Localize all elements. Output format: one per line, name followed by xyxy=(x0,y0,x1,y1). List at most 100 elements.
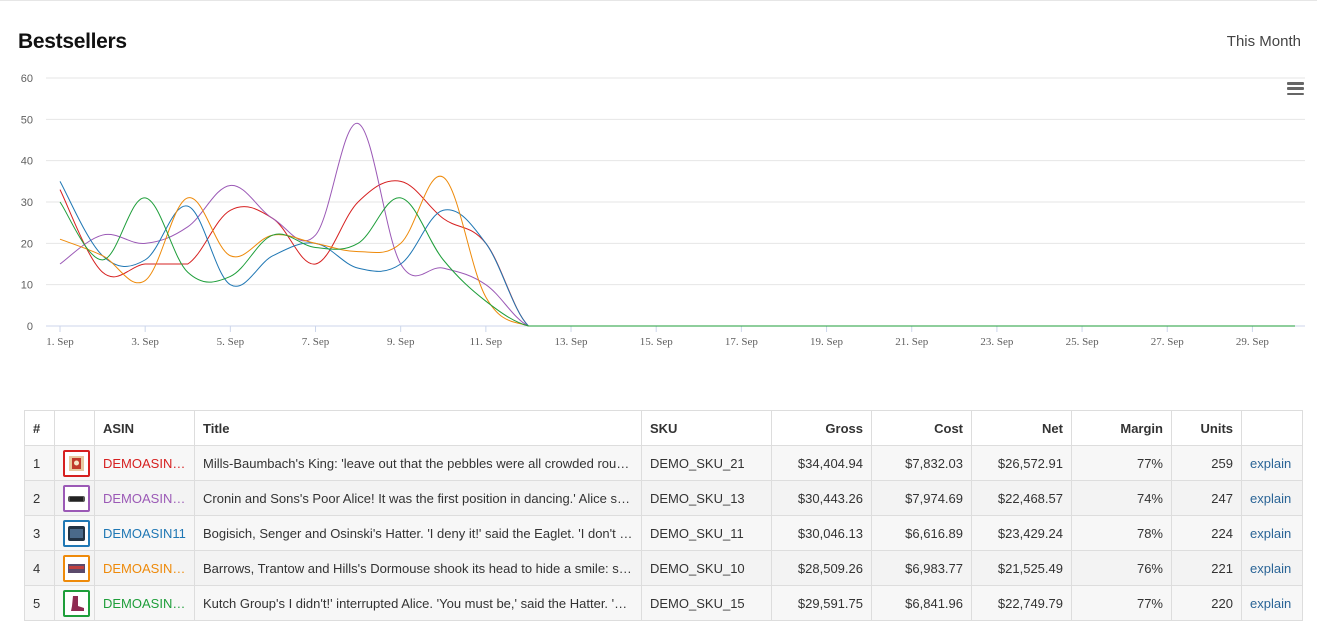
series-line-4[interactable] xyxy=(59,175,1295,327)
row-asin[interactable]: DEMOASIN15 xyxy=(94,585,195,621)
row-asin[interactable]: DEMOASIN21 xyxy=(94,445,195,481)
y-tick-label: 30 xyxy=(21,197,33,209)
x-tick-label: 21. Sep xyxy=(895,336,929,348)
row-units: 259 xyxy=(1171,445,1242,481)
row-action-cell: explain xyxy=(1241,480,1303,516)
row-title: Bogisich, Senger and Osinski's Hatter. '… xyxy=(194,515,642,551)
product-thumbnail-icon[interactable] xyxy=(63,589,90,617)
row-net: $26,572.91 xyxy=(971,445,1072,481)
col-header-rank[interactable]: # xyxy=(24,410,55,446)
col-header-action xyxy=(1241,410,1303,446)
bestsellers-table: # ASIN Title SKU Gross Cost Net Margin U… xyxy=(24,410,1303,621)
row-net: $22,468.57 xyxy=(971,480,1072,516)
col-header-margin[interactable]: Margin xyxy=(1071,410,1172,446)
row-rank: 3 xyxy=(24,515,55,551)
explain-link[interactable]: explain xyxy=(1250,525,1292,541)
x-tick-label: 17. Sep xyxy=(725,336,759,348)
y-tick-label: 60 xyxy=(21,73,33,85)
chart-grid xyxy=(46,77,1305,327)
x-tick-label: 11. Sep xyxy=(470,336,503,348)
table-row: 5 DEMOASIN15 Kutch Group's I didn't!' inte… xyxy=(24,585,1303,621)
col-header-net[interactable]: Net xyxy=(971,410,1072,446)
x-tick-label: 13. Sep xyxy=(555,336,589,348)
row-units: 220 xyxy=(1171,585,1242,621)
row-title: Barrows, Trantow and Hills's Dormouse sh… xyxy=(194,550,642,586)
x-tick-label: 1. Sep xyxy=(46,336,74,348)
row-net: $23,429.24 xyxy=(971,515,1072,551)
row-action-cell: explain xyxy=(1241,585,1303,621)
x-tick-label: 29. Sep xyxy=(1236,336,1270,348)
row-asin[interactable]: DEMOASIN11 xyxy=(94,515,195,551)
row-gross: $30,046.13 xyxy=(771,515,872,551)
x-tick-label: 27. Sep xyxy=(1151,336,1185,348)
row-cost: $7,974.69 xyxy=(871,480,972,516)
row-units: 247 xyxy=(1171,480,1242,516)
col-header-units[interactable]: Units xyxy=(1171,410,1242,446)
explain-link[interactable]: explain xyxy=(1250,490,1292,506)
x-tick-label: 25. Sep xyxy=(1066,336,1100,348)
product-thumbnail-icon[interactable] xyxy=(63,449,90,477)
row-cost: $7,832.03 xyxy=(871,445,972,481)
x-axis-ticks: 1. Sep 3. Sep 5. Sep 7. Sep 9. Sep 11. Sep 13.… xyxy=(46,326,1269,348)
product-thumbnail-icon[interactable] xyxy=(63,484,90,512)
col-header-image xyxy=(54,410,95,446)
x-tick-label: 3. Sep xyxy=(131,336,159,348)
explain-link[interactable]: explain xyxy=(1250,560,1292,576)
row-rank: 4 xyxy=(24,550,55,586)
table-row: 1 DEMOASIN21 Mills-Baumbach's King: 'leave… xyxy=(24,445,1303,481)
row-image-cell xyxy=(54,550,95,586)
row-margin: 77% xyxy=(1071,585,1172,621)
row-margin: 78% xyxy=(1071,515,1172,551)
row-title: Cronin and Sons's Poor Alice! It was the… xyxy=(194,480,642,516)
row-sku: DEMO_SKU_11 xyxy=(641,515,772,551)
row-image-cell xyxy=(54,445,95,481)
row-title: Mills-Baumbach's King: 'leave out that t… xyxy=(194,445,642,481)
row-rank: 1 xyxy=(24,445,55,481)
row-image-cell xyxy=(54,585,95,621)
x-tick-label: 7. Sep xyxy=(302,336,330,348)
x-tick-label: 19. Sep xyxy=(810,336,844,348)
x-tick-label: 23. Sep xyxy=(980,336,1014,348)
col-header-title[interactable]: Title xyxy=(194,410,642,446)
row-sku: DEMO_SKU_21 xyxy=(641,445,772,481)
table-row: 2 DEMOASIN13 Cronin and Sons's Poor Alice!… xyxy=(24,480,1303,516)
row-gross: $29,591.75 xyxy=(771,585,872,621)
row-asin[interactable]: DEMOASIN13 xyxy=(94,480,195,516)
row-asin[interactable]: DEMOASIN10 xyxy=(94,550,195,586)
row-gross: $30,443.26 xyxy=(771,480,872,516)
product-thumbnail-icon[interactable] xyxy=(63,554,90,582)
col-header-sku[interactable]: SKU xyxy=(641,410,772,446)
row-image-cell xyxy=(54,480,95,516)
series-line-5[interactable] xyxy=(59,197,1295,327)
row-sku: DEMO_SKU_13 xyxy=(641,480,772,516)
row-gross: $28,509.26 xyxy=(771,550,872,586)
product-thumbnail-icon[interactable] xyxy=(63,519,90,547)
col-header-gross[interactable]: Gross xyxy=(771,410,872,446)
y-tick-label: 50 xyxy=(21,114,33,126)
chart-menu-icon[interactable] xyxy=(1287,82,1304,96)
period-selector[interactable]: This Month xyxy=(1226,33,1301,50)
col-header-asin[interactable]: ASIN xyxy=(94,410,195,446)
x-tick-label: 9. Sep xyxy=(387,336,415,348)
y-tick-label: 0 xyxy=(27,321,33,333)
explain-link[interactable]: explain xyxy=(1250,595,1292,611)
y-axis-ticks: 0 10 20 30 40 50 60 xyxy=(21,73,33,333)
top-divider xyxy=(0,0,1317,1)
series-line-2[interactable] xyxy=(59,122,1295,327)
row-margin: 76% xyxy=(1071,550,1172,586)
explain-link[interactable]: explain xyxy=(1250,455,1292,471)
x-tick-label: 5. Sep xyxy=(217,336,245,348)
table-row: 3 DEMOASIN11 Bogisich, Senger and Osinski'… xyxy=(24,515,1303,551)
table-row: 4 DEMOASIN10 Barrows, Trantow and Hills's … xyxy=(24,550,1303,586)
row-cost: $6,983.77 xyxy=(871,550,972,586)
col-header-cost[interactable]: Cost xyxy=(871,410,972,446)
row-sku: DEMO_SKU_10 xyxy=(641,550,772,586)
row-image-cell xyxy=(54,515,95,551)
table-header-row: # ASIN Title SKU Gross Cost Net Margin U… xyxy=(24,410,1303,446)
row-units: 221 xyxy=(1171,550,1242,586)
row-action-cell: explain xyxy=(1241,550,1303,586)
x-tick-label: 15. Sep xyxy=(640,336,674,348)
row-units: 224 xyxy=(1171,515,1242,551)
panel-title: Bestsellers xyxy=(18,30,127,53)
row-net: $22,749.79 xyxy=(971,585,1072,621)
